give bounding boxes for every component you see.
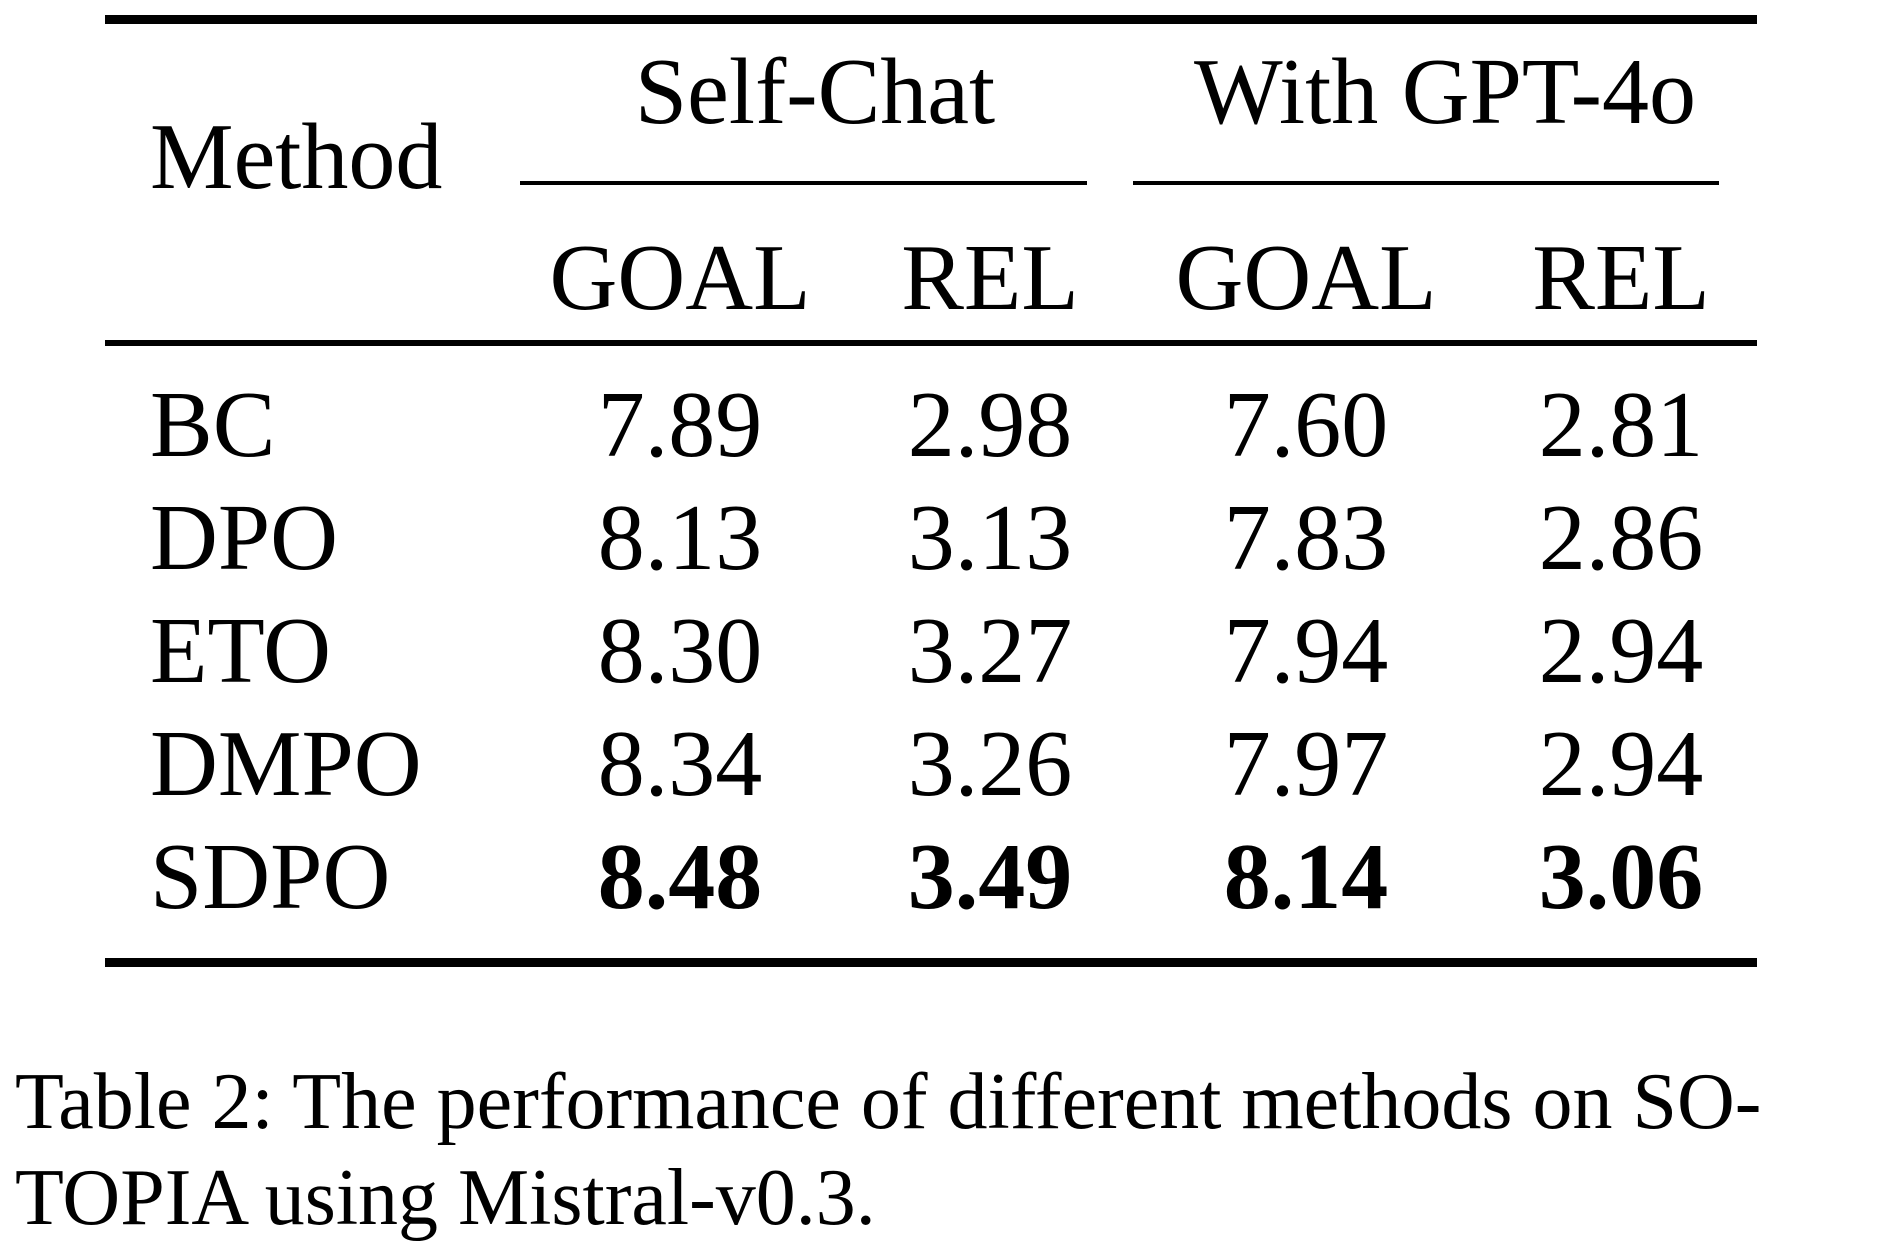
value-cell: 3.27 [907,599,1073,703]
table-caption-line1: Table 2: The performance of different me… [15,1058,1762,1146]
group-header-self-chat: Self-Chat [634,40,996,144]
method-cell: DPO [150,486,339,590]
value-cell: 2.94 [1538,712,1704,816]
table-bottom-rule [105,958,1757,967]
method-cell: SDPO [150,825,391,929]
value-cell: 7.94 [1223,599,1389,703]
table-caption-line2: TOPIA using Mistral-v0.3. [15,1154,876,1242]
value-cell-best: 3.49 [907,825,1073,929]
subheader-gpt4o-goal: GOAL [1175,226,1437,330]
value-cell: 2.81 [1538,373,1704,477]
cmidrule-self-chat [520,181,1087,185]
value-cell: 8.34 [597,712,763,816]
method-cell: ETO [150,599,332,703]
method-cell: BC [150,373,276,477]
value-cell: 7.83 [1223,486,1389,590]
subheader-selfchat-goal: GOAL [549,226,811,330]
value-cell: 3.13 [907,486,1073,590]
table-top-rule [105,15,1757,24]
value-cell: 8.30 [597,599,763,703]
table-mid-rule [105,340,1757,346]
value-cell: 7.60 [1223,373,1389,477]
value-cell: 2.98 [907,373,1073,477]
value-cell-best: 3.06 [1538,825,1704,929]
value-cell: 2.94 [1538,599,1704,703]
subheader-selfchat-rel: REL [901,226,1079,330]
value-cell: 2.86 [1538,486,1704,590]
group-header-with-gpt4o: With GPT-4o [1194,40,1696,144]
cmidrule-with-gpt4o [1133,181,1719,185]
method-cell: DMPO [150,712,422,816]
value-cell: 3.26 [907,712,1073,816]
subheader-gpt4o-rel: REL [1532,226,1710,330]
value-cell-best: 8.48 [597,825,763,929]
value-cell: 7.89 [597,373,763,477]
value-cell-best: 8.14 [1223,825,1389,929]
value-cell: 8.13 [597,486,763,590]
method-column-header: Method [150,105,443,209]
value-cell: 7.97 [1223,712,1389,816]
